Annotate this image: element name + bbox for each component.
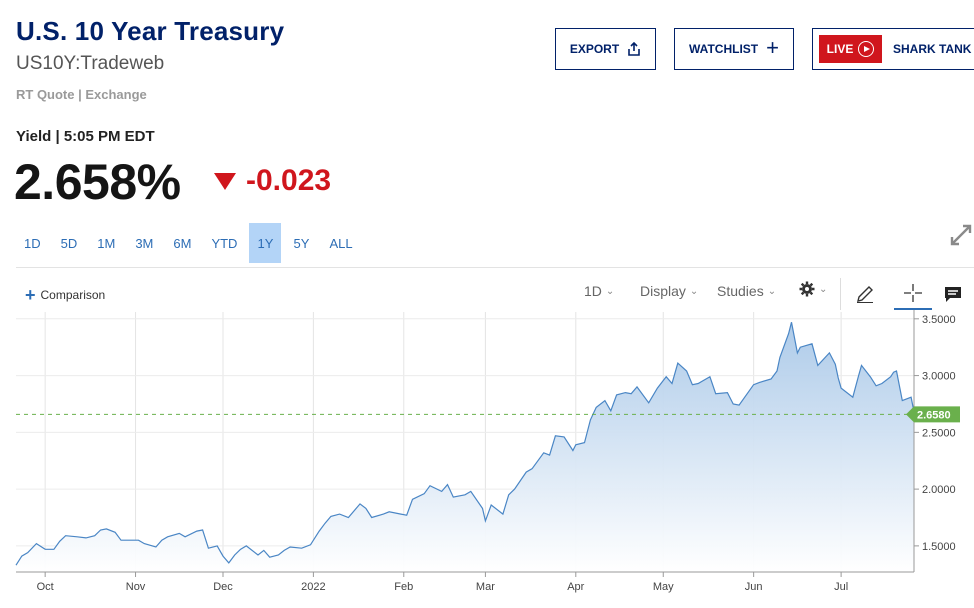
x-tick-label: Oct (37, 581, 54, 593)
live-shark-tank-button[interactable]: LIVE SHARK TANK (812, 28, 974, 70)
symbol-label: US10Y:Tradeweb (16, 53, 165, 74)
crosshair-icon (904, 284, 922, 302)
share-icon (628, 42, 640, 56)
y-tick-label: 3.0000 (922, 371, 956, 383)
comparison-button[interactable]: + Comparison (25, 286, 105, 304)
gear-icon (799, 281, 815, 297)
y-tick-label: 1.5000 (922, 541, 956, 553)
x-tick-label: Mar (476, 581, 495, 593)
range-all[interactable]: ALL (329, 235, 353, 251)
chart-toolbar: + Comparison 1D ⌄ Display ⌄ Studies ⌄ ⌄ (16, 278, 974, 310)
x-tick-label: 2022 (301, 581, 325, 593)
comment-icon (945, 287, 961, 302)
chevron-down-icon: ⌄ (767, 285, 777, 297)
studies-dropdown[interactable]: Studies ⌄ (717, 283, 776, 299)
x-tick-label: May (653, 581, 674, 593)
plus-icon: + (25, 285, 36, 305)
range-6m[interactable]: 6M (173, 235, 192, 251)
play-icon (858, 41, 875, 57)
down-arrow-icon (214, 173, 236, 190)
interval-dropdown[interactable]: 1D ⌄ (584, 283, 614, 299)
chart-axes: Oct Nov Dec 2022 Feb Mar Apr May Jun Jul 1.5000 2.0… (16, 310, 956, 593)
range-1y[interactable]: 1Y (249, 223, 282, 263)
draw-tool-button[interactable] (846, 278, 884, 310)
crosshair-tool-button[interactable] (894, 278, 932, 310)
range-5d[interactable]: 5D (60, 235, 78, 251)
yield-area (16, 322, 914, 572)
plus-icon: + (766, 35, 779, 60)
comment-tool-button[interactable] (934, 278, 972, 310)
rt-quote-label: RT Quote | Exchange (16, 87, 147, 102)
export-button[interactable]: EXPORT (555, 28, 656, 70)
comparison-label: Comparison (40, 288, 106, 302)
yield-line (15, 322, 915, 566)
change-value: -0.023 (246, 164, 332, 197)
watchlist-label: WATCHLIST (689, 42, 759, 56)
yield-chart[interactable]: Oct Nov Dec 2022 Feb Mar Apr May Jun Jul 1.5000 2.0… (0, 310, 974, 608)
toolbar-divider (840, 278, 841, 310)
x-tick-label: Jun (745, 581, 763, 593)
section-divider (16, 267, 974, 268)
shark-tank-label: SHARK TANK (893, 42, 972, 56)
y-tick-label: 2.5000 (922, 427, 956, 439)
x-tick-label: Dec (213, 581, 233, 593)
last-value-tag: 2.6580 (906, 406, 960, 423)
time-range-selector: 1D 5D 1M 3M 6M YTD 1Y 5Y ALL (16, 223, 365, 263)
watchlist-button[interactable]: WATCHLIST + (674, 28, 794, 70)
range-1d[interactable]: 1D (24, 235, 41, 251)
range-1m[interactable]: 1M (97, 235, 116, 251)
export-label: EXPORT (569, 42, 620, 56)
x-tick-label: Apr (567, 581, 584, 593)
settings-dropdown[interactable]: ⌄ (799, 281, 827, 297)
x-tick-label: Nov (126, 581, 146, 593)
last-value-tag-shape (906, 406, 960, 423)
live-label: LIVE (826, 42, 854, 56)
chevron-down-icon: ⌄ (819, 283, 828, 295)
yield-timestamp: Yield | 5:05 PM EDT (16, 128, 155, 145)
range-ytd[interactable]: YTD (211, 235, 238, 251)
interval-label: 1D (584, 283, 602, 299)
y-tick-label: 3.5000 (922, 314, 956, 326)
y-tick-label: 2.0000 (922, 484, 956, 496)
live-badge: LIVE (819, 35, 882, 63)
range-5y[interactable]: 5Y (293, 235, 310, 251)
chevron-down-icon: ⌄ (605, 285, 615, 297)
x-tick-label: Feb (394, 581, 413, 593)
chevron-down-icon: ⌄ (689, 285, 699, 297)
display-label: Display (640, 283, 686, 299)
price-value: 2.658% (14, 154, 181, 210)
display-dropdown[interactable]: Display ⌄ (640, 283, 698, 299)
last-value-label: 2.6580 (917, 409, 951, 421)
pencil-icon (857, 286, 873, 303)
studies-label: Studies (717, 283, 764, 299)
range-3m[interactable]: 3M (135, 235, 154, 251)
expand-icon[interactable] (948, 222, 974, 248)
x-tick-label: Jul (834, 581, 848, 593)
page-title: U.S. 10 Year Treasury (16, 16, 285, 46)
